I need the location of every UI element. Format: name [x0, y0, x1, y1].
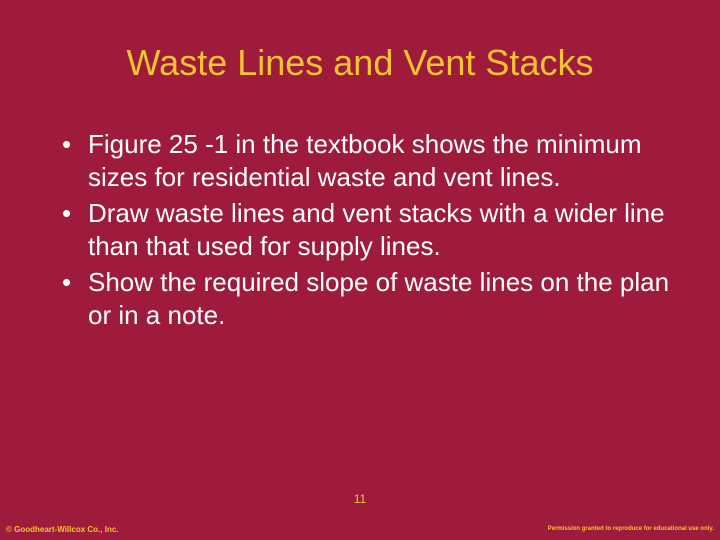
- bullet-item: Show the required slope of waste lines o…: [56, 266, 672, 331]
- slide-container: Waste Lines and Vent Stacks Figure 25 -1…: [0, 0, 720, 540]
- page-number: 11: [0, 492, 720, 506]
- bullet-item: Draw waste lines and vent stacks with a …: [56, 197, 672, 262]
- bullet-list: Figure 25 -1 in the textbook shows the m…: [56, 128, 672, 331]
- permission-text: Permission granted to reproduce for educ…: [548, 526, 714, 532]
- slide-footer: © Goodheart-Willcox Co., Inc. Permission…: [0, 518, 720, 540]
- slide-title: Waste Lines and Vent Stacks: [0, 0, 720, 104]
- slide-content: Figure 25 -1 in the textbook shows the m…: [0, 104, 720, 335]
- copyright-text: © Goodheart-Willcox Co., Inc.: [6, 525, 119, 534]
- bullet-item: Figure 25 -1 in the textbook shows the m…: [56, 128, 672, 193]
